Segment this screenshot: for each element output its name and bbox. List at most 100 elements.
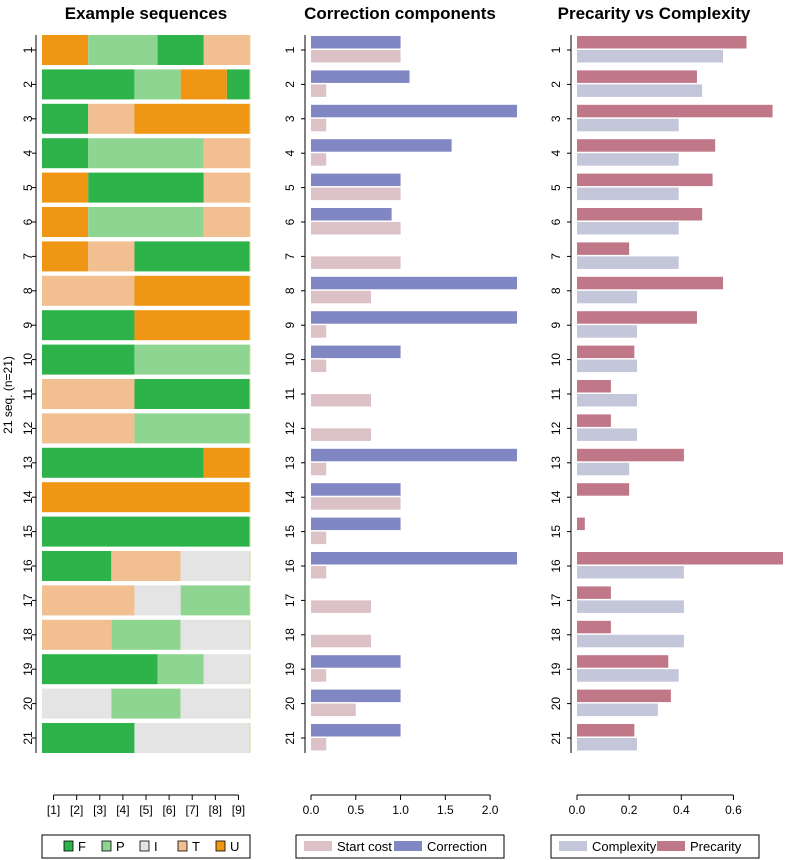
seq-row-label: 11 xyxy=(21,387,35,400)
seq-legend-label: F xyxy=(78,839,86,854)
corr-bar-correction xyxy=(311,345,401,359)
corr-row-label: 19 xyxy=(283,662,297,676)
prec-row-label: 3 xyxy=(549,115,563,122)
corr-bar-start-cost xyxy=(311,600,372,613)
seq-segment-F xyxy=(42,516,250,547)
prec-row-label: 18 xyxy=(549,628,563,642)
prec-bar-complexity xyxy=(577,669,679,682)
seq-row-label: 6 xyxy=(21,218,35,225)
seq-legend-swatch-F xyxy=(63,840,74,852)
prec-bar-precarity xyxy=(577,276,724,290)
corr-bar-correction xyxy=(311,311,517,324)
seq-segment-T xyxy=(42,585,135,616)
seq-row-label: 16 xyxy=(21,559,35,573)
corr-row-label: 3 xyxy=(283,115,297,122)
prec-bar-complexity xyxy=(577,153,679,166)
prec-bar-complexity xyxy=(577,462,630,476)
corr-bar-start-cost xyxy=(311,738,327,751)
corr-row-label: 6 xyxy=(283,218,297,225)
corr-bar-start-cost xyxy=(311,634,372,648)
seq-segment-T xyxy=(42,413,135,444)
prec-bar-precarity xyxy=(577,689,671,703)
seq-segment-P xyxy=(180,585,250,616)
seq-row-label: 5 xyxy=(21,184,35,191)
seq-row-label: 9 xyxy=(21,322,35,329)
seq-segment-F xyxy=(42,344,135,375)
prec-row-label: 14 xyxy=(549,490,563,504)
panel-sequences: Example sequences 21 seq. (n=21) 1234567… xyxy=(1,4,251,859)
seq-x-tick-label: [2] xyxy=(70,803,83,817)
seq-segment-U xyxy=(42,172,89,203)
seq-segment-P xyxy=(88,207,204,237)
seq-row-label: 13 xyxy=(21,456,35,470)
seq-segment-U xyxy=(42,35,89,65)
prec-row-label: 6 xyxy=(549,218,563,225)
seq-segment-U xyxy=(180,69,227,100)
seq-row-label: 10 xyxy=(21,353,35,367)
corr-bar-start-cost xyxy=(311,50,401,63)
prec-bar-precarity xyxy=(577,517,585,531)
seq-x-tick-label: [8] xyxy=(209,803,222,817)
corr-bar-start-cost xyxy=(311,359,327,373)
prec-bar-precarity xyxy=(577,173,713,187)
prec-row-label: 8 xyxy=(549,287,563,294)
seq-segment-I xyxy=(42,688,112,719)
seq-row-label: 20 xyxy=(21,697,35,711)
corr-x-tick-label: 1.5 xyxy=(437,803,454,817)
prec-row-label: 1 xyxy=(549,46,563,53)
prec-bar-complexity xyxy=(577,50,724,63)
seq-segment-I xyxy=(134,723,250,753)
seq-legend-box xyxy=(41,834,251,859)
prec-bar-complexity xyxy=(577,187,679,201)
seq-segment-I xyxy=(180,551,250,581)
corr-row-label: 1 xyxy=(283,46,297,53)
corr-legend-box xyxy=(295,834,505,859)
panel-title-correction: Correction components xyxy=(304,4,496,23)
prec-bar-precarity xyxy=(577,724,635,737)
prec-bar-precarity xyxy=(577,242,630,255)
seq-legend-label: P xyxy=(116,839,125,854)
prec-row-label: 11 xyxy=(549,387,563,400)
prec-row-label: 19 xyxy=(549,662,563,676)
corr-legend-swatch xyxy=(304,841,332,851)
seq-segment-F xyxy=(134,241,250,272)
prec-bar-complexity xyxy=(577,428,637,441)
y-axis-label-sequences: 21 seq. (n=21) xyxy=(1,356,15,434)
corr-row-label: 9 xyxy=(283,322,297,329)
prec-row-label: 20 xyxy=(549,697,563,711)
corr-row-label: 8 xyxy=(283,287,297,294)
prec-bar-precarity xyxy=(577,483,630,496)
prec-x-tick-label: 0.4 xyxy=(673,803,690,817)
seq-segment-U xyxy=(134,310,250,341)
seq-segment-F xyxy=(42,138,89,169)
prec-bar-precarity xyxy=(577,380,611,393)
panel-title-precarity: Precarity vs Complexity xyxy=(558,4,751,23)
corr-x-tick-label: 0.0 xyxy=(303,803,320,817)
seq-segment-T xyxy=(203,172,250,203)
prec-row-label: 4 xyxy=(549,150,563,157)
corr-bar-start-cost xyxy=(311,84,327,97)
corr-row-label: 17 xyxy=(283,593,297,607)
prec-bar-complexity xyxy=(577,634,684,648)
corr-bar-start-cost xyxy=(311,462,327,476)
prec-row-label: 13 xyxy=(549,456,563,470)
seq-row-label: 1 xyxy=(21,46,35,53)
prec-bar-complexity xyxy=(577,118,679,132)
corr-bar-start-cost xyxy=(311,153,327,166)
corr-row-label: 20 xyxy=(283,697,297,711)
seq-legend-label: T xyxy=(192,839,200,854)
seq-segment-F xyxy=(157,35,204,65)
corr-bar-start-cost xyxy=(311,222,401,235)
prec-row-label: 17 xyxy=(549,593,563,607)
corr-bar-start-cost xyxy=(311,531,327,545)
prec-legend-label: Complexity xyxy=(592,839,657,854)
prec-x-tick-label: 0.6 xyxy=(725,803,742,817)
seq-x-tick-label: [1] xyxy=(47,803,60,817)
prec-legend-label: Precarity xyxy=(690,839,742,854)
seq-segment-T xyxy=(203,207,250,237)
seq-row-label: 2 xyxy=(21,81,35,88)
corr-bar-start-cost xyxy=(311,290,372,304)
seq-segment-I xyxy=(180,688,250,719)
seq-legend-swatch-U xyxy=(215,840,226,852)
